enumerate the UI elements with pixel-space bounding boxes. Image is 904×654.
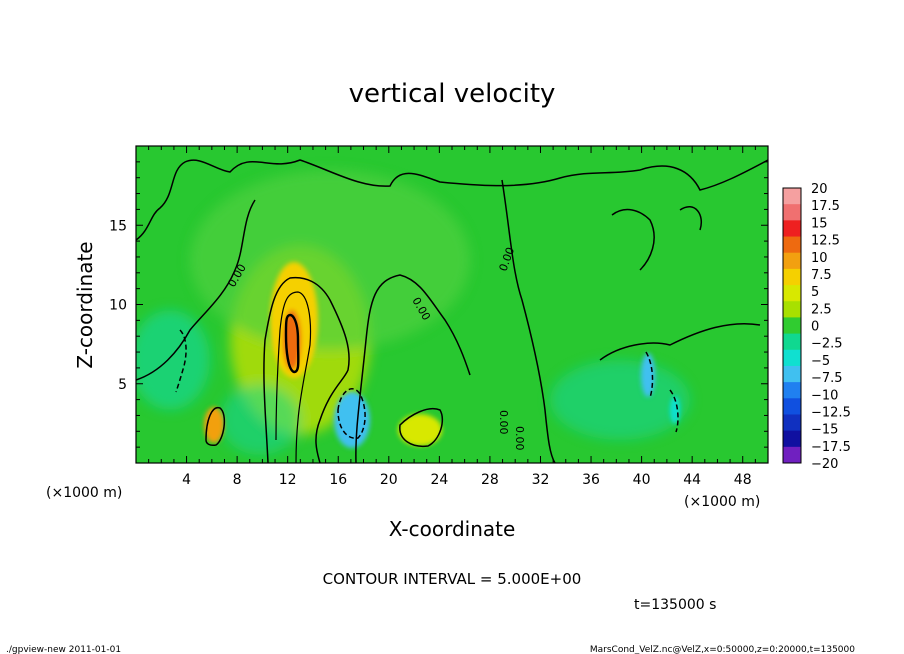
colorbar-swatch — [783, 398, 801, 415]
colorbar-swatch — [783, 446, 801, 464]
colorbar-label: −17.5 — [811, 440, 851, 455]
footer-left: ./gpview-new 2011-01-01 — [6, 645, 121, 654]
contour-positive-updraft — [275, 291, 312, 463]
colorbar-swatch — [783, 236, 801, 254]
contour-zero-upper — [136, 159, 768, 241]
x-tick-label: 4 — [182, 472, 191, 488]
contour-zero-updraft — [263, 276, 350, 463]
colorbar-swatch — [783, 365, 801, 383]
contour-low-left — [205, 406, 226, 446]
colorbar-swatch — [783, 430, 801, 448]
x-tick-label: 48 — [734, 472, 752, 488]
contour-right-cluster — [599, 206, 761, 361]
x-axis-label: X-coordinate — [389, 517, 516, 541]
colorbar-swatch — [783, 252, 801, 270]
colorbar-label: −15 — [811, 423, 838, 438]
field-light-center — [190, 170, 470, 350]
plot-area: 0.00 0.00 0.00 0.00 0.00 — [136, 146, 768, 463]
y-tick-label: 5 — [118, 377, 127, 393]
colorbar-label: 5 — [811, 285, 819, 300]
colorbar-label: −2.5 — [811, 337, 843, 352]
colorbar-label: 2.5 — [811, 302, 832, 317]
colorbar-swatch — [783, 220, 801, 238]
x-tick-label: 24 — [430, 472, 448, 488]
colorbar-swatch — [783, 285, 801, 302]
colorbar-label: 10 — [811, 251, 828, 266]
footer-right: MarsCond_VelZ.nc@VelZ,x=0:50000,z=0:2000… — [590, 645, 855, 654]
colorbar-label: 20 — [811, 182, 828, 197]
x-tick-label: 32 — [532, 472, 550, 488]
colorbar-frame — [782, 187, 802, 464]
colorbar-swatch — [783, 301, 801, 318]
colorbar-label: −10 — [811, 388, 838, 403]
contour-interval: CONTOUR INTERVAL = 5.000E+00 — [323, 570, 582, 588]
y-tick-label: 15 — [109, 218, 127, 234]
time-label: t=135000 s — [634, 597, 716, 613]
contour-lines — [136, 159, 768, 463]
colorbar-label: 12.5 — [811, 234, 840, 249]
colorbar-swatch — [783, 204, 801, 221]
y-axis-ticks: 5 10 15 — [109, 161, 768, 448]
y-axis-label: Z-coordinate — [73, 241, 97, 368]
field-cyan-low — [220, 385, 300, 455]
field-cyan-left — [136, 310, 210, 410]
contour-low-mid — [399, 408, 444, 448]
x-axis-ticks: 4 8 12 16 20 24 28 32 36 40 44 48 — [148, 146, 756, 488]
colorbar-label: 0 — [811, 320, 819, 335]
chart-title: vertical velocity — [349, 79, 556, 109]
colorbar-label: −7.5 — [811, 371, 843, 386]
contour-zero-right — [501, 179, 556, 463]
field-low-mid — [398, 414, 442, 446]
colorbar-label: 17.5 — [811, 199, 840, 214]
x-tick-label: 36 — [582, 472, 600, 488]
x-tick-label: 16 — [329, 472, 347, 488]
colorbar-label: −12.5 — [811, 405, 851, 420]
contour-label-5: 0.00 — [513, 426, 526, 451]
colorbar-swatch — [783, 317, 801, 335]
x-unit-left: (×1000 m) — [46, 485, 122, 501]
colorbar-swatch — [783, 349, 801, 367]
colorbar-swatch — [783, 382, 801, 399]
contour-zero-mid — [355, 274, 471, 463]
colorbar-label: 7.5 — [811, 268, 832, 283]
colorbar-label: −5 — [811, 354, 830, 369]
x-tick-label: 40 — [633, 472, 651, 488]
x-tick-label: 20 — [380, 472, 398, 488]
colorbar-label: −20 — [811, 457, 838, 472]
y-tick-label: 10 — [109, 298, 127, 314]
contour-five-core — [284, 313, 300, 374]
colorbar-swatch — [783, 268, 801, 286]
x-unit-right: (×1000 m) — [684, 494, 760, 510]
x-tick-label: 12 — [279, 472, 297, 488]
x-tick-label: 44 — [683, 472, 701, 488]
colorbar: 20 17.5 15 12.5 10 7.5 5 2.5 0 −2.5 −5 −7.5 −10 −12.5… — [782, 182, 851, 472]
colorbar-swatch — [783, 188, 801, 205]
colorbar-swatch — [783, 414, 801, 432]
colorbar-swatch — [783, 333, 801, 351]
contour-zero-left — [136, 199, 256, 381]
colorbar-label: 15 — [811, 216, 828, 231]
contour-label-4: 0.00 — [497, 410, 510, 435]
x-tick-label: 8 — [233, 472, 242, 488]
field-cyan-right — [550, 360, 690, 440]
x-tick-label: 28 — [481, 472, 499, 488]
field-downdraft — [334, 392, 370, 448]
